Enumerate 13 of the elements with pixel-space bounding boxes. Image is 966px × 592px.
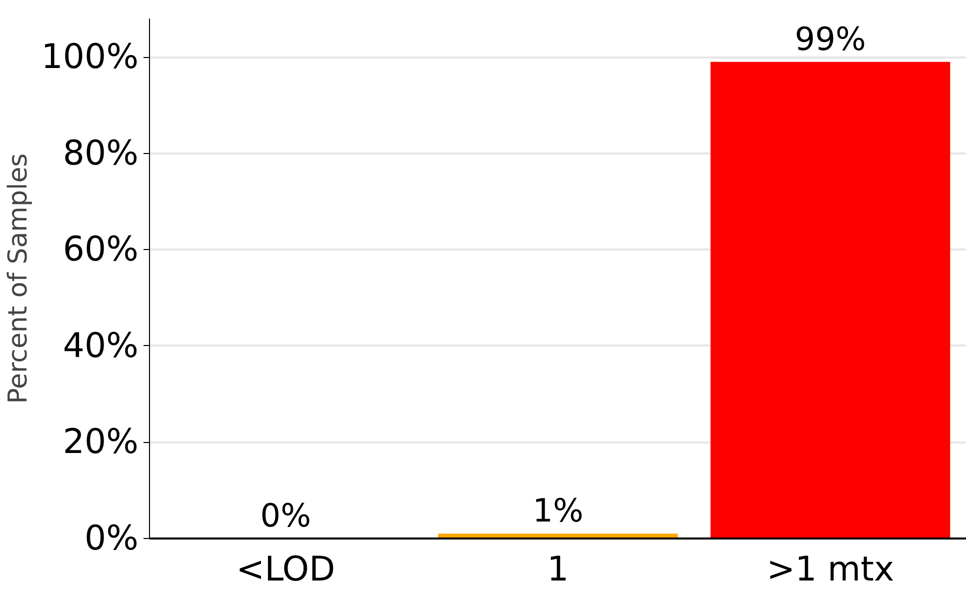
data-label: 1%	[532, 492, 584, 530]
y-tick-label: 0%	[84, 518, 139, 558]
x-tick-label: <LOD	[236, 550, 336, 590]
y-tick-label: 80%	[62, 133, 139, 174]
y-tick-label: 20%	[62, 422, 139, 462]
y-tick-label: 60%	[62, 230, 139, 270]
data-label: 0%	[260, 496, 312, 534]
x-tick-label: >1 mtx	[766, 550, 894, 590]
data-label: 99%	[794, 20, 866, 58]
y-axis-title: Percent of Samples	[3, 153, 34, 404]
y-tick-label: 40%	[62, 326, 139, 366]
y-tick-label: 100%	[41, 37, 138, 78]
x-tick-label: 1	[547, 550, 569, 590]
